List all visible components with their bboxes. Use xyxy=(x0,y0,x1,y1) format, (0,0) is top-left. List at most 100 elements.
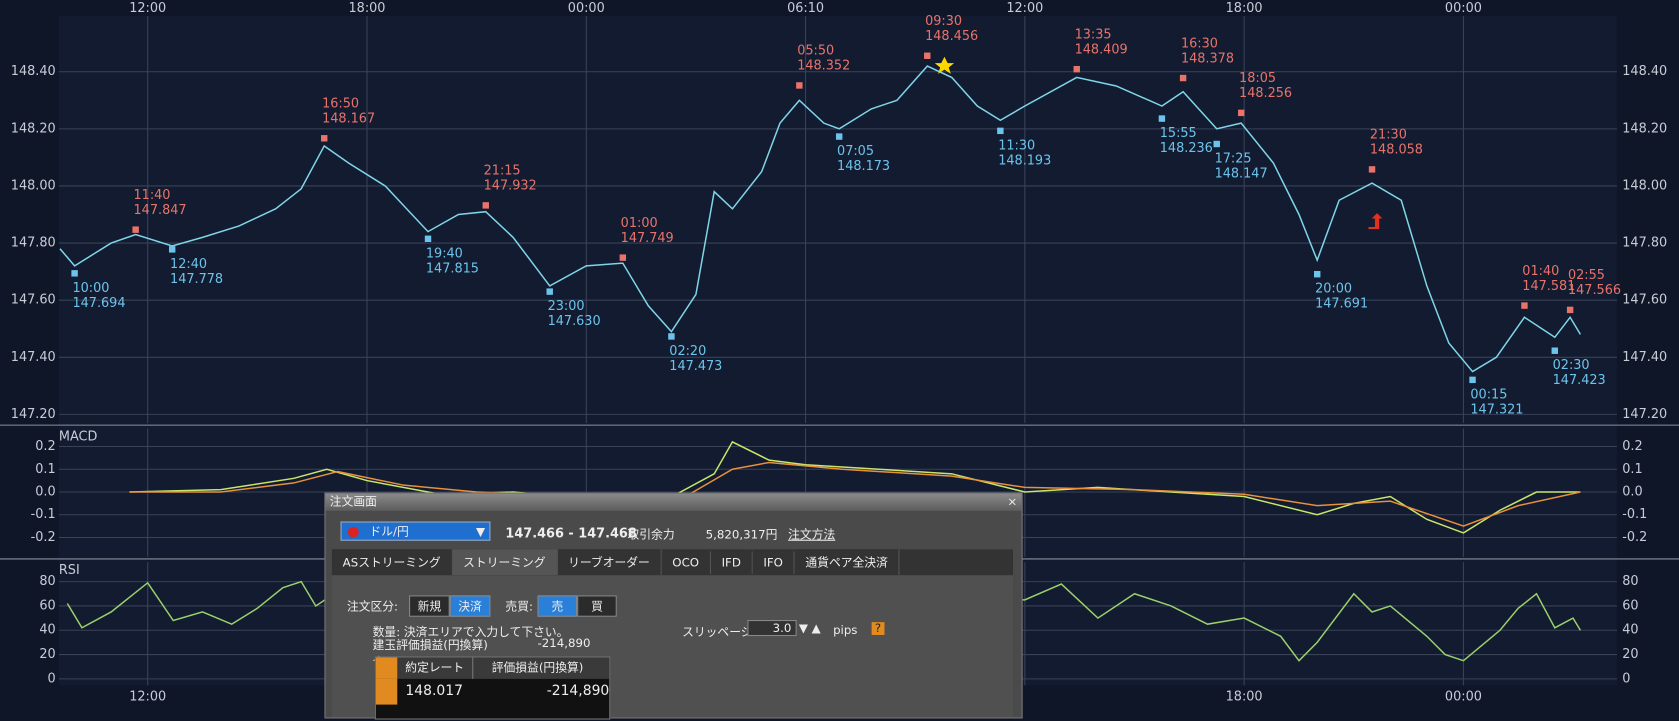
tab[interactable]: IFD xyxy=(710,551,753,574)
close-button[interactable]: × xyxy=(1007,494,1018,509)
cell: 148.017 xyxy=(405,683,464,700)
extreme-marker xyxy=(1521,302,1528,309)
order-types: 新規 決済 xyxy=(409,595,491,617)
tab[interactable]: リーブオーダー xyxy=(557,549,662,576)
extreme-marker xyxy=(1551,347,1558,354)
x-tick-label: 18:00 xyxy=(349,1,386,16)
y-tick-label: 0.2 xyxy=(1622,439,1642,454)
y-tick-label: 147.80 xyxy=(1622,236,1667,251)
y-tick-label: 147.80 xyxy=(11,236,56,251)
y-tick-label: 0.1 xyxy=(35,462,55,477)
y-tick-label: 0 xyxy=(48,671,56,686)
order-window: 注文画面 × ドル/円 ▼ 147.466 - 147.468 取引余力 5,82… xyxy=(324,492,1023,720)
y-tick-label: 147.60 xyxy=(1622,293,1667,308)
extreme-time: 12:40 xyxy=(170,257,207,272)
method-link[interactable]: 注文方法 xyxy=(788,526,835,543)
sides: 売買 xyxy=(537,595,617,617)
extreme-marker xyxy=(424,235,432,243)
slippage-label: スリッページ: xyxy=(682,625,757,640)
spinner[interactable]: ▼ ▲ xyxy=(798,621,821,635)
arrow-icon xyxy=(1368,213,1383,230)
tab[interactable]: OCO xyxy=(661,551,711,574)
side[interactable]: 売 xyxy=(537,595,578,617)
y-tick-label: 20 xyxy=(39,647,55,662)
tab[interactable]: ストリーミング xyxy=(452,549,558,576)
y-tick-label: 148.40 xyxy=(11,64,56,79)
slippage-input[interactable]: 3.0 xyxy=(747,619,797,637)
extreme-price: 148.378 xyxy=(1181,51,1234,66)
extreme-time: 05:50 xyxy=(797,44,834,59)
tab[interactable]: IFO xyxy=(752,551,795,574)
tab[interactable]: ASストリーミング xyxy=(331,549,453,576)
cell: -214,890 xyxy=(546,683,610,700)
extreme-marker xyxy=(668,333,675,340)
y-tick-label: 147.20 xyxy=(11,407,56,422)
y-tick-label: 147.40 xyxy=(11,350,56,365)
table-header: 約定レート 評価損益(円換算) xyxy=(375,657,610,679)
y-tick-label: 80 xyxy=(39,574,55,589)
extreme-time: 02:30 xyxy=(1553,358,1590,373)
extreme-time: 01:00 xyxy=(621,216,658,231)
link-text: 注文方法 xyxy=(788,527,836,542)
y-tick-label: 20 xyxy=(1622,647,1638,662)
line xyxy=(66,580,1582,662)
y-tick-label: 148.00 xyxy=(1622,178,1667,193)
extreme-price: 147.749 xyxy=(621,231,674,246)
extreme-time: 19:40 xyxy=(426,246,463,261)
extreme-marker xyxy=(997,127,1004,135)
slippage-unit: pips xyxy=(833,623,858,638)
extreme-price: 148.193 xyxy=(998,153,1051,168)
title-bar: 注文画面 × xyxy=(325,493,1022,511)
extreme-price: 148.167 xyxy=(322,112,375,127)
rates: 147.466 - 147.468 xyxy=(505,526,636,541)
extreme-time: 16:30 xyxy=(1181,36,1218,51)
y-tick-label: -0.2 xyxy=(31,530,56,545)
order-type-label: 注文区分: xyxy=(346,599,399,614)
order-type[interactable]: 決済 xyxy=(449,595,491,617)
icon xyxy=(375,657,398,679)
extreme-marker xyxy=(1314,270,1321,278)
extreme-time: 18:05 xyxy=(1239,71,1276,86)
side-label: 売買: xyxy=(505,599,533,614)
help-icon[interactable]: ? xyxy=(871,622,885,635)
extreme-time: 09:30 xyxy=(925,14,962,29)
extreme-time: 23:00 xyxy=(548,299,585,314)
extreme-time: 02:20 xyxy=(669,344,706,359)
x-tick-label: 00:00 xyxy=(568,1,605,16)
y-tick-label: 147.20 xyxy=(1622,407,1667,422)
extreme-marker xyxy=(619,254,627,261)
x-tick-label: 00:00 xyxy=(1445,690,1482,705)
extreme-marker xyxy=(1566,306,1574,314)
pair-select[interactable]: ドル/円 ▼ xyxy=(340,521,491,541)
order-type[interactable]: 新規 xyxy=(409,595,450,617)
extreme-price: 147.847 xyxy=(134,203,187,218)
y-tick-label: 60 xyxy=(1622,598,1638,613)
extreme-time: 13:35 xyxy=(1075,27,1112,42)
extreme-marker xyxy=(1179,74,1187,82)
tab[interactable]: 通貨ペア全決済 xyxy=(794,549,900,576)
extreme-price: 147.423 xyxy=(1553,373,1606,388)
extreme-time: 15:55 xyxy=(1160,126,1197,141)
extreme-time: 07:05 xyxy=(837,144,874,159)
extreme-marker xyxy=(1158,115,1166,122)
extreme-marker xyxy=(482,202,489,209)
extreme-time: 20:00 xyxy=(1315,282,1352,297)
table-row[interactable]: 148.017 -214,890 xyxy=(375,678,610,705)
bid: 147.466 xyxy=(505,525,564,541)
star-icon xyxy=(934,56,955,74)
y-tick-label: 0.1 xyxy=(1622,462,1642,477)
extreme-price: 148.058 xyxy=(1370,143,1423,158)
extreme-price: 147.473 xyxy=(669,359,722,374)
flag xyxy=(348,526,359,538)
extreme-marker xyxy=(835,133,843,140)
side[interactable]: 買 xyxy=(577,595,617,617)
pair: ドル/円 xyxy=(369,524,409,539)
x-tick-label: 12:00 xyxy=(129,1,166,16)
extreme-marker xyxy=(1368,166,1376,173)
extreme-marker xyxy=(546,288,553,295)
pl-label: 建玉評価損益(円換算) xyxy=(372,638,488,653)
y-tick-label: 80 xyxy=(1622,574,1638,589)
extreme-marker xyxy=(924,52,931,59)
header-cell: 約定レート xyxy=(397,657,474,679)
